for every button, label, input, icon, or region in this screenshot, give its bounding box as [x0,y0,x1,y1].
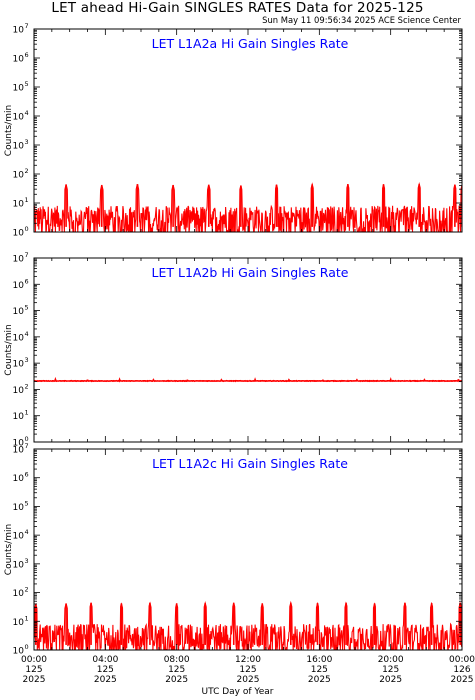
data-series-line [34,182,462,232]
x-tick-label-line: 2025 [451,675,474,685]
y-tick-label: 10 [13,26,25,36]
x-tick-label-line: 00:00 [21,655,47,665]
y-tick-label-exponent: 1 [25,409,29,417]
panel-frame [33,448,463,651]
x-tick-label-line: 125 [311,665,328,675]
y-tick-label: 10 [13,171,25,181]
y-tick-label-exponent: 3 [25,356,29,364]
y-tick-label-exponent: 2 [25,586,29,594]
y-tick-label: 10 [13,386,25,396]
x-tick-label-line: 20:00 [378,655,404,665]
y-tick-label-exponent: 3 [25,557,29,565]
y-tick-label-exponent: 0 [25,435,29,443]
y-tick-label: 10 [13,281,25,291]
y-tick-label: 10 [13,307,25,317]
y-tick-label-exponent: 3 [25,138,29,146]
y-tick-label-exponent: 5 [25,499,29,507]
panel-title: LET L1A2b Hi Gain Singles Rate [152,265,349,280]
x-tick-label-line: 125 [168,665,185,675]
panel-title: LET L1A2c Hi Gain Singles Rate [152,456,348,471]
x-tick-label-line: 12:00 [235,655,261,665]
y-tick-label: 10 [13,589,25,599]
y-axis-label: Counts/min [4,105,14,156]
timestamp: Sun May 11 09:56:34 2025 ACE Science Cen… [262,15,461,25]
y-tick-label: 10 [13,439,25,449]
y-tick-label-exponent: 4 [25,528,29,536]
x-tick-label-line: 2025 [23,675,46,685]
panel-frame [33,257,463,443]
y-tick-label-exponent: 7 [25,22,29,30]
y-tick-label-exponent: 0 [25,643,29,651]
y-axis-label: Counts/min [4,524,14,575]
y-tick-label: 10 [13,446,25,456]
x-tick-label-line: 08:00 [164,655,190,665]
y-tick-label-exponent: 1 [25,196,29,204]
x-tick-label-line: 04:00 [92,655,118,665]
y-tick-label-exponent: 7 [25,251,29,259]
x-tick-label-line: 126 [453,665,470,675]
y-tick-label: 10 [13,200,25,210]
x-tick-label-line: 2025 [94,675,117,685]
x-tick-label-line: 2025 [237,675,260,685]
y-tick-label: 10 [13,229,25,239]
y-tick-label-exponent: 0 [25,225,29,233]
y-tick-label-exponent: 6 [25,471,29,479]
y-tick-label: 10 [13,333,25,343]
y-tick-label: 10 [13,618,25,628]
y-tick-label-exponent: 4 [25,330,29,338]
y-axis-label: Counts/min [4,324,14,375]
page-title: LET ahead Hi-Gain SINGLES RATES Data for… [51,0,424,16]
y-tick-label: 10 [13,503,25,513]
x-tick-label-line: 2025 [308,675,331,685]
y-tick-label: 10 [13,142,25,152]
y-tick-label: 10 [13,55,25,65]
y-tick-label-exponent: 2 [25,167,29,175]
y-tick-label: 10 [13,255,25,265]
y-tick-label: 10 [13,560,25,570]
y-tick-label: 10 [13,412,25,422]
y-tick-label-exponent: 6 [25,51,29,59]
x-tick-label-line: 125 [97,665,114,675]
y-tick-label-exponent: 2 [25,382,29,390]
x-tick-label-line: 00:00 [449,655,475,665]
y-tick-label-exponent: 1 [25,614,29,622]
data-series-line [34,600,462,650]
y-tick-label-exponent: 7 [25,442,29,450]
y-tick-label: 10 [13,360,25,370]
data-series-line [34,376,462,383]
y-tick-label-exponent: 5 [25,304,29,312]
y-tick-label-exponent: 6 [25,277,29,285]
y-tick-label: 10 [13,84,25,94]
x-tick-label-line: 125 [382,665,399,675]
y-tick-label-exponent: 4 [25,109,29,117]
x-tick-label-line: 2025 [165,675,188,685]
x-axis-label: UTC Day of Year [201,687,274,697]
y-tick-label-exponent: 5 [25,80,29,88]
x-tick-label-line: 2025 [379,675,402,685]
panel-title: LET L1A2a Hi Gain Singles Rate [152,36,349,51]
x-tick-label-line: 16:00 [306,655,332,665]
panel-frame [33,28,463,233]
y-tick-label: 10 [13,647,25,657]
y-tick-label: 10 [13,113,25,123]
x-tick-label-line: 125 [25,665,42,675]
x-tick-label-line: 125 [239,665,256,675]
y-tick-label: 10 [13,532,25,542]
y-tick-label: 10 [13,474,25,484]
